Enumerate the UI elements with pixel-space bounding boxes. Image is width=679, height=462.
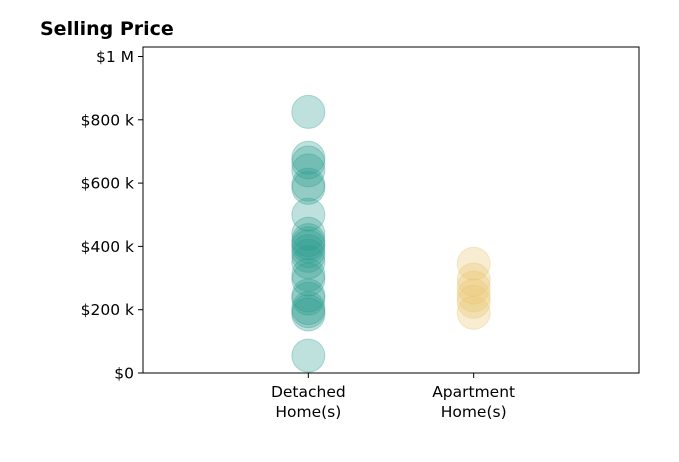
data-point [456, 262, 491, 297]
data-point [456, 246, 491, 281]
data-point [291, 262, 326, 297]
data-point [456, 284, 491, 319]
data-point [291, 226, 326, 261]
data-point [291, 153, 326, 188]
x-axis: Detached Home(s) Apartment Home(s) [271, 373, 515, 421]
data-point [291, 145, 326, 180]
data-point [291, 223, 326, 258]
data-point [291, 234, 326, 269]
data-point [291, 257, 326, 292]
y-tick-label: $200 k [81, 301, 134, 319]
x-tick-label: Apartment Home(s) [432, 383, 515, 421]
data-point [291, 229, 326, 264]
data-point [291, 167, 326, 202]
data-point [456, 270, 491, 305]
data-point [291, 94, 326, 129]
data-point [291, 238, 326, 273]
plot-area-frame [142, 46, 640, 374]
y-tick-label: $0 [114, 365, 134, 383]
y-tick-label: $600 k [81, 175, 134, 193]
data-point [291, 170, 326, 205]
data-point [456, 295, 491, 330]
y-tick-label: $1 M [96, 48, 134, 66]
x-tick-label: Detached Home(s) [271, 383, 346, 421]
chart-title: Selling Price [40, 18, 174, 40]
y-tick-label: $800 k [81, 111, 134, 129]
data-point [291, 216, 326, 251]
data-points [291, 94, 491, 373]
data-point [291, 245, 326, 280]
data-point [291, 297, 326, 332]
data-point [291, 338, 326, 373]
data-point [291, 197, 326, 232]
data-point [291, 291, 326, 326]
data-point [291, 278, 326, 313]
data-point [291, 294, 326, 329]
y-axis: $0 $200 k $400 k $600 k $800 k $1 M [81, 48, 143, 383]
data-point [291, 281, 326, 316]
y-tick-label: $400 k [81, 238, 134, 256]
data-point [291, 140, 326, 175]
data-point [456, 278, 491, 313]
